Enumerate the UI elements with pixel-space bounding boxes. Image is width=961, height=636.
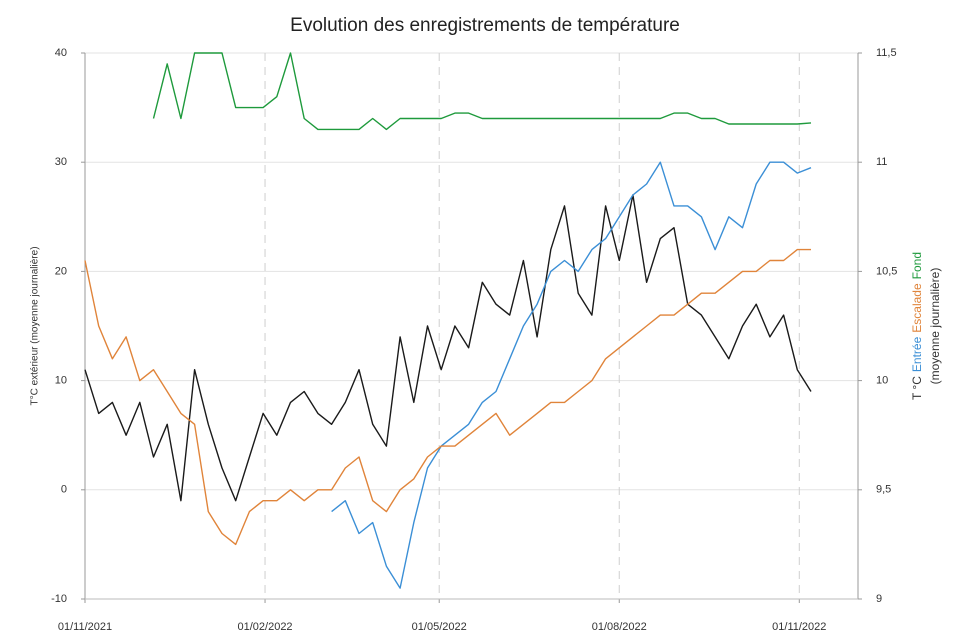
y-tick-label: 10 (55, 375, 67, 387)
y-tick-label: -10 (51, 593, 67, 605)
x-tick-label: 01/11/2022 (772, 621, 826, 633)
series-line (331, 161, 812, 589)
y2-label-prefix: T °C (910, 376, 924, 400)
legend-entry: Entrée (910, 336, 924, 372)
y-axis-label: T°C extérieur (moyenne journalière) (30, 246, 41, 405)
series-line (84, 248, 811, 546)
x-tick-label: 01/02/2022 (238, 621, 293, 633)
y2-tick-label: 9,5 (876, 484, 891, 496)
y-tick-label: 40 (55, 47, 67, 59)
y2-tick-label: 9 (876, 593, 882, 605)
y-tick-label: 20 (55, 265, 67, 277)
y2-axis-label: (moyenne journalière) (928, 268, 942, 385)
series-line (152, 52, 812, 131)
y-tick-label: 0 (61, 484, 67, 496)
chart-title: Evolution des enregistrements de tempéra… (290, 15, 680, 36)
series-line (84, 194, 812, 502)
y2-tick-label: 10 (876, 375, 888, 387)
y2-tick-label: 11 (876, 156, 887, 168)
y-tick-label: 30 (55, 156, 67, 168)
x-tick-label: 01/05/2022 (412, 621, 467, 633)
y2-tick-label: 11,5 (876, 47, 897, 59)
legend-entry: Escalade (910, 283, 924, 333)
y2-axis-label: T °C Entrée Escalade Fond (910, 252, 924, 400)
legend-entry: Fond (910, 252, 924, 279)
y2-tick-label: 10,5 (876, 265, 897, 277)
x-tick-label: 01/11/2021 (58, 621, 112, 633)
x-tick-label: 01/08/2022 (592, 621, 647, 633)
